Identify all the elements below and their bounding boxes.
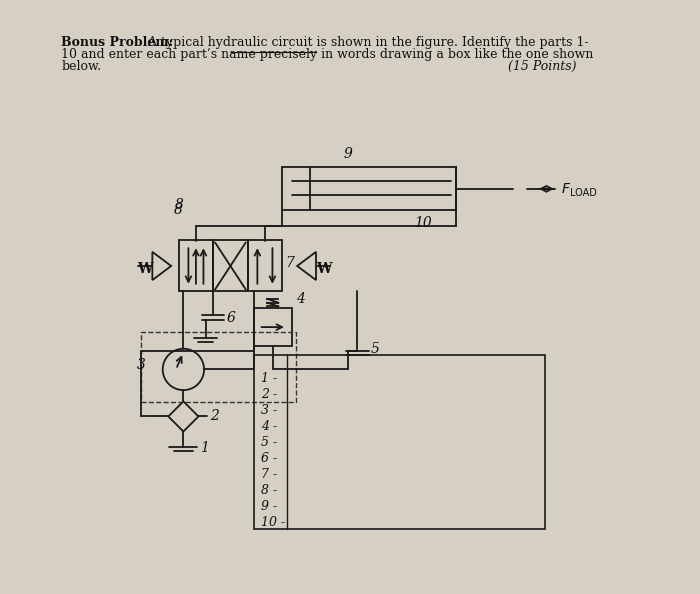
Bar — [254, 308, 291, 346]
Text: 3: 3 — [137, 358, 146, 372]
Bar — [141, 332, 296, 402]
Text: 7 -: 7 - — [261, 468, 278, 481]
Text: (15 Points): (15 Points) — [508, 60, 576, 73]
Text: 3 -: 3 - — [261, 404, 278, 417]
Text: 4: 4 — [296, 292, 305, 306]
Text: 10 and enter each part’s name precisely in words drawing a box like the one show: 10 and enter each part’s name precisely … — [61, 48, 594, 61]
Text: 1: 1 — [200, 441, 209, 456]
Text: $\mathit{F}$: $\mathit{F}$ — [561, 182, 570, 196]
Text: 6: 6 — [226, 311, 235, 325]
Text: 8: 8 — [174, 203, 183, 217]
Bar — [178, 239, 214, 292]
Text: 8 -: 8 - — [261, 484, 278, 497]
Text: 9: 9 — [344, 147, 352, 160]
Text: Bonus Problem:: Bonus Problem: — [61, 36, 174, 49]
Text: 10 and enter each part’s name: 10 and enter each part’s name — [61, 48, 260, 61]
Bar — [282, 168, 456, 210]
Text: W: W — [137, 263, 153, 276]
Text: 6 -: 6 - — [261, 452, 278, 465]
Text: 5: 5 — [370, 342, 379, 356]
Bar — [254, 355, 545, 529]
Text: 9 -: 9 - — [261, 500, 278, 513]
Text: 8: 8 — [174, 198, 183, 212]
Text: 4 -: 4 - — [261, 420, 278, 433]
Text: 1 -: 1 - — [261, 372, 278, 386]
Text: 7: 7 — [285, 256, 294, 270]
Text: below.: below. — [61, 60, 102, 73]
Text: 2 -: 2 - — [261, 388, 278, 401]
Text: 10 -: 10 - — [261, 516, 286, 529]
Bar — [248, 239, 282, 292]
Text: 5 -: 5 - — [261, 436, 278, 449]
Text: W: W — [316, 263, 332, 276]
Text: 2: 2 — [210, 409, 218, 424]
Text: LOAD: LOAD — [570, 188, 597, 198]
Text: A typical hydraulic circuit is shown in the figure. Identify the parts 1-: A typical hydraulic circuit is shown in … — [144, 36, 589, 49]
Bar — [214, 239, 248, 292]
Text: 10: 10 — [414, 216, 432, 230]
